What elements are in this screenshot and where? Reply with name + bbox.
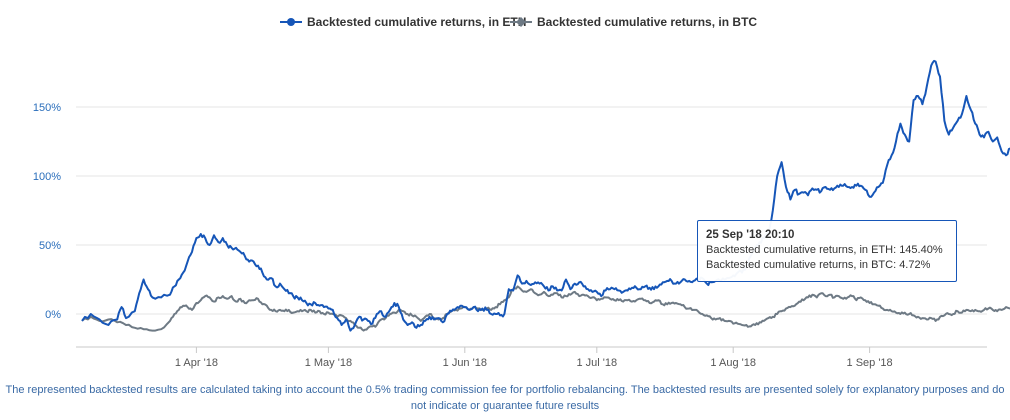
x-tick-label: 1 Jun '18 (443, 357, 487, 369)
y-tick-label-50: 50% (39, 240, 61, 252)
x-axis: 1 Apr '18 1 May '18 1 Jun '18 1 Jul '18 1 Au… (76, 346, 987, 369)
y-axis: 0% 50% 100% 150% (33, 102, 61, 321)
series-line-btc (81, 285, 1010, 332)
legend[interactable]: Backtested cumulative returns, in ETH Ba… (280, 15, 757, 29)
legend-btc-marker-icon (516, 17, 526, 27)
legend-btc-label: Backtested cumulative returns, in BTC (537, 15, 757, 29)
x-tick-label: 1 Aug '18 (710, 357, 756, 369)
legend-eth-marker-icon (287, 18, 295, 26)
x-tick-label: 1 Sep '18 (847, 357, 893, 369)
series-line-eth (81, 59, 1010, 332)
disclaimer-footnote: The represented backtested results are c… (5, 384, 1005, 412)
tooltip-btc-value: Backtested cumulative returns, in BTC: 4… (706, 259, 931, 271)
tooltip: 25 Sep '18 20:10 Backtested cumulative r… (697, 220, 957, 282)
legend-item-btc[interactable]: Backtested cumulative returns, in BTC (510, 15, 757, 29)
legend-eth-label: Backtested cumulative returns, in ETH (307, 15, 526, 29)
grid-lines (76, 106, 987, 315)
y-tick-label-100: 100% (33, 171, 61, 183)
x-tick-label: 1 May '18 (305, 357, 352, 369)
tooltip-title: 25 Sep '18 20:10 (706, 229, 795, 241)
y-tick-label-0: 0% (45, 309, 61, 321)
y-tick-label-150: 150% (33, 102, 61, 114)
legend-item-eth[interactable]: Backtested cumulative returns, in ETH (280, 15, 526, 29)
tooltip-eth-value: Backtested cumulative returns, in ETH: 1… (706, 244, 943, 256)
x-tick-label: 1 Jul '18 (576, 357, 617, 369)
x-tick-label: 1 Apr '18 (175, 357, 218, 369)
series-group (81, 59, 1010, 332)
